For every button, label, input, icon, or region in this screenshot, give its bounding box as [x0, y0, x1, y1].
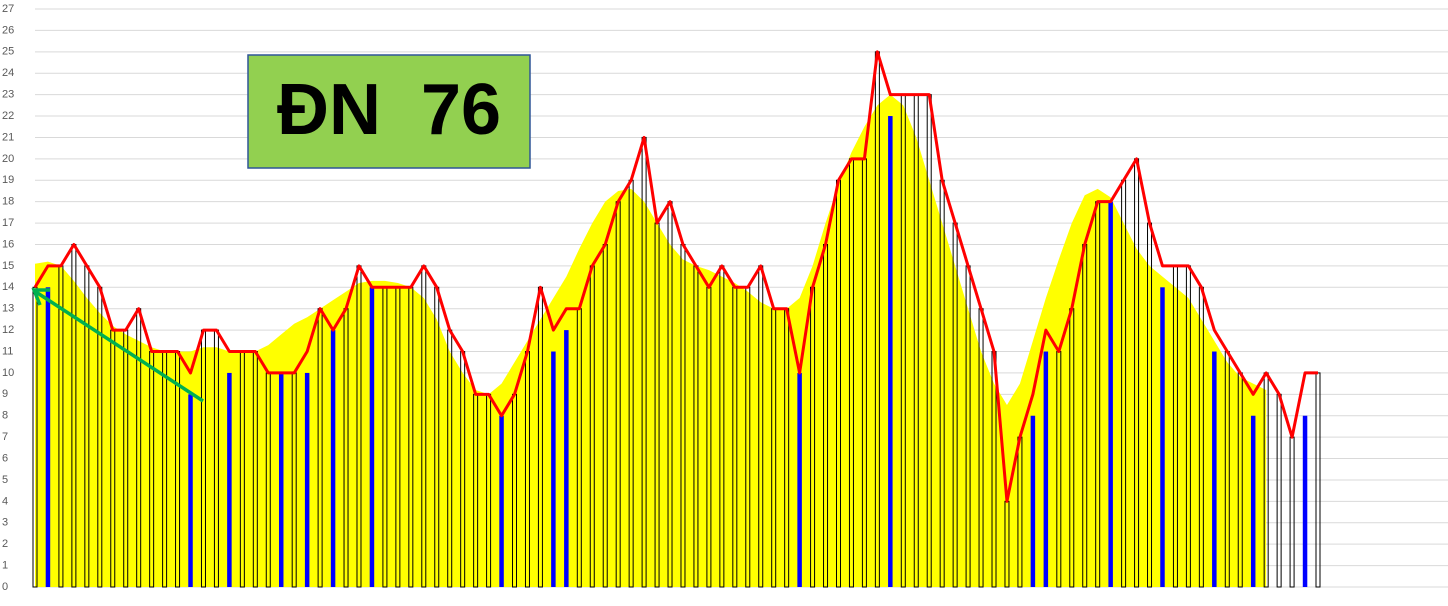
bar — [1289, 436, 1295, 588]
y-tick-label: 6 — [2, 452, 8, 464]
y-tick-label: 27 — [2, 3, 14, 15]
bar — [1108, 201, 1113, 587]
y-tick-label: 13 — [2, 303, 14, 315]
bar — [304, 372, 310, 587]
bar — [188, 394, 193, 587]
bar — [1276, 393, 1282, 588]
y-tick-label: 7 — [2, 431, 8, 443]
line — [33, 50, 1318, 503]
y-tick-label: 9 — [2, 388, 8, 400]
bar — [1160, 287, 1165, 587]
bar — [369, 287, 375, 587]
y-tick-label: 0 — [2, 581, 8, 593]
bar — [227, 372, 232, 587]
bar — [888, 116, 893, 587]
y-tick-label: 12 — [2, 324, 14, 336]
bar — [499, 415, 504, 587]
y-tick-label: 14 — [2, 281, 14, 293]
bar — [278, 372, 284, 587]
bar — [330, 330, 336, 587]
y-tick-label: 16 — [2, 238, 14, 250]
y-tick-label: 26 — [2, 24, 14, 36]
area — [35, 94, 1267, 587]
y-tick-label: 24 — [2, 67, 14, 79]
label-box — [247, 54, 531, 169]
bar — [551, 351, 556, 587]
y-tick-label: 8 — [2, 410, 8, 422]
label-text: ĐN 76 — [277, 70, 501, 150]
plot-area — [32, 50, 1321, 588]
y-tick-label: 15 — [2, 260, 14, 272]
y-tick-label: 21 — [2, 131, 14, 143]
bar — [1043, 351, 1049, 587]
y-tick-label: 17 — [2, 217, 14, 229]
y-tick-label: 11 — [2, 345, 13, 357]
y-tick-label: 20 — [2, 153, 14, 165]
y-tick-label: 25 — [2, 46, 14, 58]
y-tick-label: 3 — [2, 517, 8, 529]
bar — [1250, 415, 1256, 587]
y-tick-label: 23 — [2, 89, 14, 101]
bar — [1212, 351, 1217, 587]
y-tick-label: 18 — [2, 196, 14, 208]
bar — [564, 330, 569, 587]
arrow-shaft — [35, 290, 204, 403]
bar — [797, 372, 802, 587]
y-tick-label: 22 — [2, 110, 14, 122]
y-tick-label: 2 — [2, 538, 8, 550]
y-tick-label: 1 — [2, 559, 8, 571]
y-tick-label: 19 — [2, 174, 14, 186]
bar — [1030, 415, 1036, 587]
arrow — [31, 288, 204, 403]
y-tick-label: 5 — [2, 474, 8, 486]
bar — [1302, 415, 1308, 587]
y-tick-label: 4 — [2, 495, 8, 507]
arrow-head — [31, 288, 50, 306]
y-tick-label: 10 — [2, 367, 14, 379]
bar — [45, 287, 51, 587]
